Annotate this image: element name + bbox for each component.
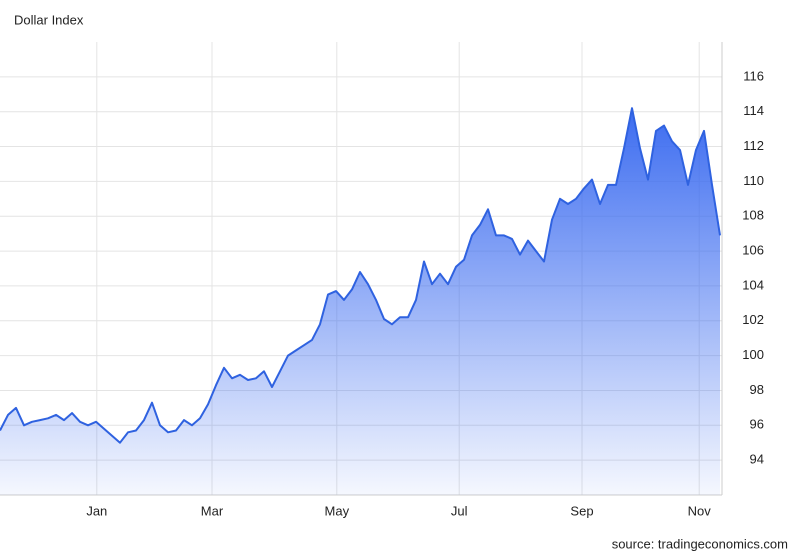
- y-tick-label: 94: [750, 452, 764, 467]
- x-tick-label: Nov: [688, 503, 712, 518]
- y-tick-label: 110: [743, 173, 764, 188]
- x-tick-label: Jul: [451, 503, 468, 518]
- y-tick-label: 96: [750, 417, 764, 432]
- source-note: source: tradingeconomics.com: [612, 536, 788, 551]
- y-tick-label: 98: [750, 382, 764, 397]
- y-tick-label: 112: [743, 138, 764, 153]
- y-tick-label: 102: [742, 312, 764, 327]
- x-tick-label: Jan: [86, 503, 107, 518]
- y-tick-label: 106: [742, 243, 764, 258]
- x-tick-label: Sep: [570, 503, 593, 518]
- y-tick-label: 100: [742, 347, 764, 362]
- y-tick-label: 116: [743, 68, 764, 83]
- y-tick-label: 104: [742, 277, 764, 292]
- x-tick-label: May: [325, 503, 350, 518]
- line: [0, 107, 721, 444]
- chart-title: Dollar Index: [14, 12, 84, 27]
- area-fill: [0, 108, 720, 495]
- y-tick-label: 114: [743, 103, 764, 118]
- y-tick-label: 108: [742, 208, 764, 223]
- x-tick-label: Mar: [201, 503, 224, 518]
